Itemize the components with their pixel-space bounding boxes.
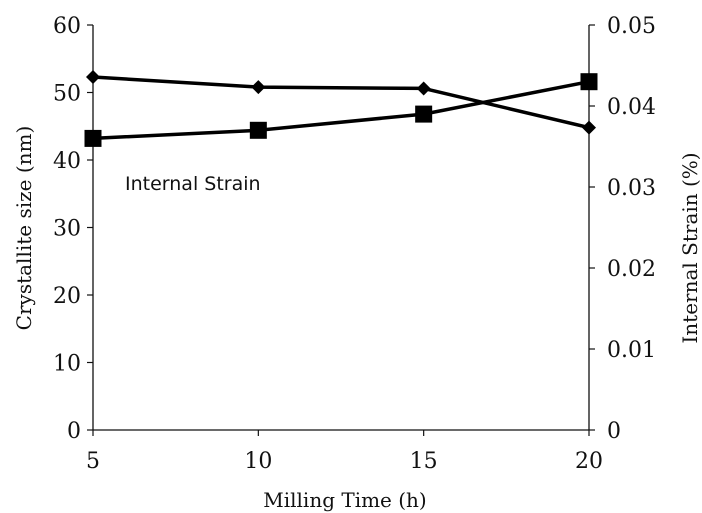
chart-axes [92, 25, 590, 431]
y-left-tick-label: 60 [53, 14, 81, 39]
y-right-tick-label: 0.05 [607, 14, 656, 39]
square-marker [84, 129, 102, 147]
chart-ticks: 0 10 20 30 40 50 60 0 0.01 0.02 0.03 0.04 0.05 5 10 15 2… [53, 14, 656, 474]
series-line-square [92, 79, 590, 141]
y-left-tick-label: 40 [53, 149, 81, 174]
annotation-internal-strain: Internal Strain [125, 173, 261, 195]
chart-labels: Milling Time (h) Crystallite size (nm) I… [12, 126, 702, 512]
y-right-tick-label: 0.01 [607, 338, 656, 363]
diamond-marker [251, 80, 266, 95]
diamond-marker [582, 120, 596, 135]
square-marker [580, 73, 598, 91]
x-tick-label: 5 [86, 449, 100, 474]
x-axis-title: Milling Time (h) [263, 488, 427, 512]
x-tick-label: 20 [575, 449, 603, 474]
y-right-tick-label: 0 [607, 419, 621, 444]
y-axis-left-title: Crystallite size (nm) [12, 126, 36, 331]
x-tick-label: 10 [244, 449, 272, 474]
y-left-tick-label: 20 [53, 284, 81, 309]
diamond-marker [86, 69, 100, 84]
y-left-tick-label: 0 [67, 419, 81, 444]
y-right-tick-label: 0.02 [607, 257, 656, 282]
y-right-tick-label: 0.04 [607, 95, 656, 120]
diamond-marker [416, 81, 431, 96]
y-left-tick-label: 50 [53, 82, 81, 107]
y-axis-right-title: Internal Strain (%) [678, 152, 702, 343]
square-marker [415, 105, 433, 123]
y-right-tick-label: 0.03 [607, 176, 656, 201]
y-left-tick-label: 10 [53, 352, 81, 377]
series-diamond [86, 69, 596, 135]
series-square [84, 73, 598, 147]
chart-series [84, 69, 598, 147]
square-marker [249, 121, 267, 139]
x-tick-label: 15 [410, 449, 438, 474]
series-line-diamond [92, 75, 590, 130]
y-left-tick-label: 30 [53, 217, 81, 242]
